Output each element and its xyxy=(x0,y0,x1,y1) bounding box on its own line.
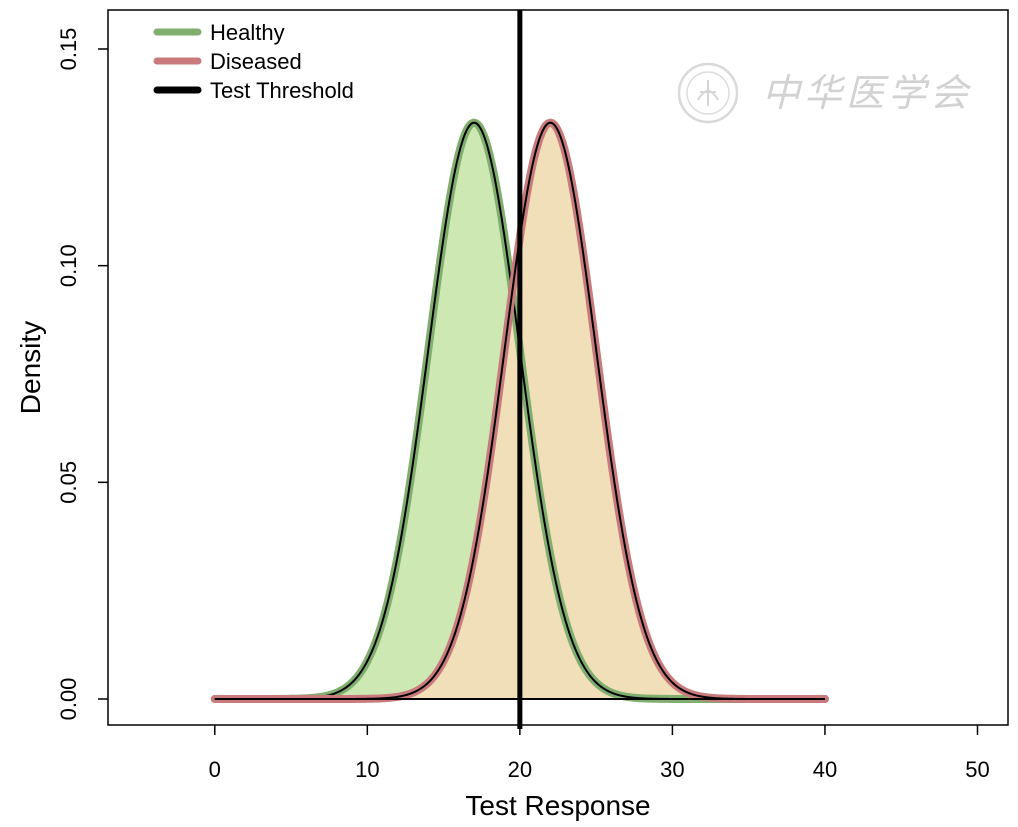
y-axis-title: Density xyxy=(15,321,46,414)
seal-emblem-icon xyxy=(697,80,719,106)
axes: 0 10 20 30 40 50 0.00 0.05 0.10 0.15 Test Response… xyxy=(15,28,990,821)
seal-outer-ring xyxy=(677,62,739,124)
x-tick-label: 0 xyxy=(209,757,221,782)
plot-border xyxy=(107,9,1009,726)
seal-inner-ring xyxy=(686,71,730,115)
plot-frame xyxy=(107,9,1009,726)
y-tick-label: 0.00 xyxy=(56,678,81,721)
y-tick-label: 0.10 xyxy=(56,244,81,287)
watermark-text: 中华医学会 xyxy=(762,73,972,115)
legend-label: Healthy xyxy=(210,20,285,45)
legend-label: Diseased xyxy=(210,49,302,74)
x-tick-label: 30 xyxy=(660,757,684,782)
x-axis-title: Test Response xyxy=(465,790,650,821)
legend: Healthy Diseased Test Threshold xyxy=(153,20,354,103)
legend-label: Test Threshold xyxy=(210,78,354,103)
x-tick-label: 20 xyxy=(508,757,532,782)
watermark-seal: 中华医学会 xyxy=(677,62,972,124)
x-tick-label: 40 xyxy=(813,757,837,782)
y-tick-label: 0.15 xyxy=(56,28,81,71)
density-lines xyxy=(210,10,829,729)
x-tick-label: 50 xyxy=(965,757,989,782)
x-tick-label: 10 xyxy=(355,757,379,782)
y-tick-label: 0.05 xyxy=(56,461,81,504)
